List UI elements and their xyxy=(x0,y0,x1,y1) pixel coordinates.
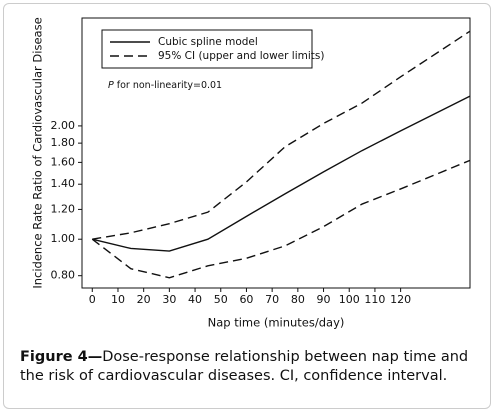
y-tick-label: 1.00 xyxy=(51,232,76,245)
x-tick-label: 80 xyxy=(291,293,305,306)
x-tick-label: 110 xyxy=(364,293,385,306)
x-tick-label: 10 xyxy=(111,293,125,306)
y-tick-label: 2.00 xyxy=(51,119,76,132)
legend-label: Cubic spline model xyxy=(158,36,258,48)
annotation-text: for non-linearity=0.01 xyxy=(117,80,222,91)
caption: Figure 4—Dose-response relationship betw… xyxy=(20,348,480,386)
x-tick-label: 40 xyxy=(188,293,202,306)
x-tick-label: 90 xyxy=(317,293,331,306)
annotation-italic: P xyxy=(108,80,114,91)
y-axis-label: Incidence Rate Ratio of Cardiovascular D… xyxy=(31,17,45,288)
y-tick-label: 1.40 xyxy=(51,177,76,190)
x-tick-label: 50 xyxy=(214,293,228,306)
annotation: P for non-linearity=0.01 xyxy=(108,80,222,91)
chart: Incidence Rate Ratio of Cardiovascular D… xyxy=(31,17,471,330)
plot-frame xyxy=(81,17,471,289)
x-tick-label: 20 xyxy=(137,293,151,306)
x-axis-label: Nap time (minutes/day) xyxy=(208,316,345,330)
frame xyxy=(3,3,491,409)
x-tick-label: 70 xyxy=(265,293,279,306)
x-tick-label: 100 xyxy=(339,293,360,306)
x-tick-label: 120 xyxy=(390,293,411,306)
line xyxy=(91,159,471,279)
line xyxy=(92,95,471,252)
y-tick-label: 1.60 xyxy=(51,155,76,168)
y-tick-label: 1.80 xyxy=(51,136,76,149)
y-tick-label: 0.80 xyxy=(51,269,76,282)
caption-text: Dose-response relationship between nap t… xyxy=(20,349,469,384)
x-tick-label: 30 xyxy=(162,293,176,306)
legend-box xyxy=(101,29,313,69)
y-tick-label: 1.20 xyxy=(51,202,76,215)
line xyxy=(92,30,471,240)
x-tick-label: 60 xyxy=(239,293,253,306)
caption-label: Figure 4— xyxy=(20,349,103,365)
x-tick-label: 0 xyxy=(89,293,96,306)
legend-label: 95% CI (upper and lower limits) xyxy=(158,50,324,62)
